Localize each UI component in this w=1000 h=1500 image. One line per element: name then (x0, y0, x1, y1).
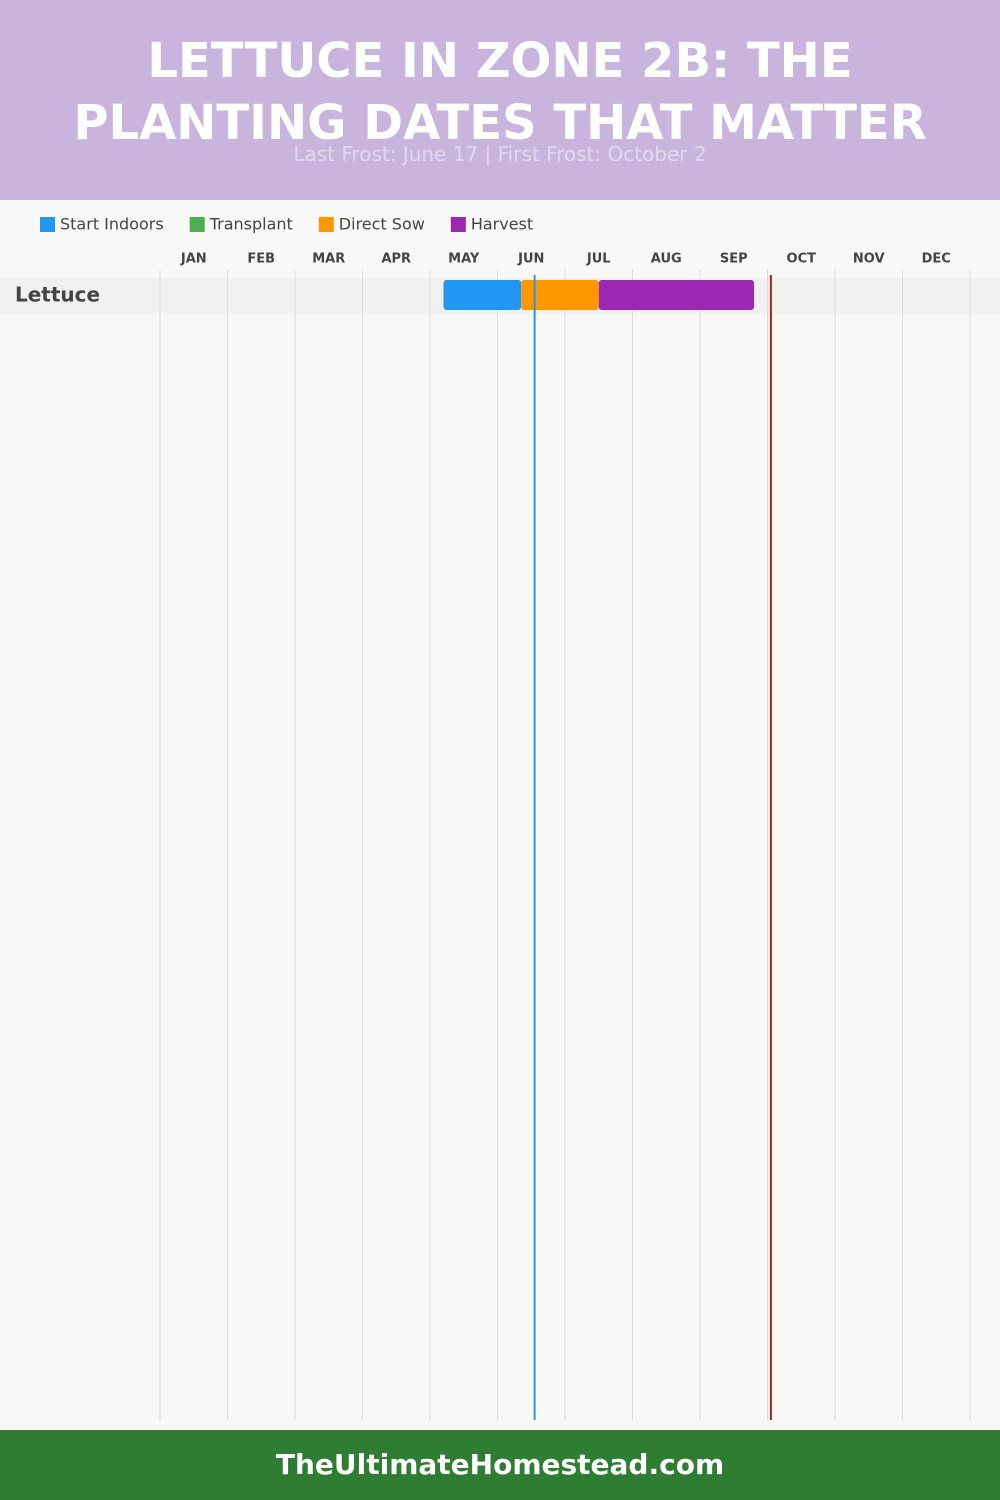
month-label: FEB (247, 252, 275, 267)
legend-label: Direct Sow (339, 215, 425, 234)
chart-title: LETTUCE IN ZONE 2B: THE PLANTING DATES T… (73, 33, 927, 151)
month-label: MAR (312, 252, 345, 267)
legend-label: Transplant (209, 215, 293, 234)
month-label: JUL (586, 252, 611, 267)
chart: JAN FEB MAR APR MAY JUN JUL AUG SEP OCT NOV DEC Star… (0, 215, 1000, 1420)
footer: TheUltimateHomestead.com (0, 1430, 1000, 1500)
month-label: JAN (180, 252, 207, 267)
month-label: AUG (651, 252, 682, 267)
chart-subtitle: Last Frost: June 17 | First Frost: Octob… (293, 142, 707, 166)
month-label: APR (381, 252, 411, 267)
task-bar (521, 280, 599, 310)
row-label: Lettuce (15, 283, 100, 307)
header: LETTUCE IN ZONE 2B: THE PLANTING DATES T… (0, 0, 1000, 200)
legend-label: Harvest (471, 215, 533, 234)
month-label: JUN (517, 252, 544, 267)
legend-swatch (40, 217, 55, 232)
month-label: NOV (853, 252, 885, 267)
legend-label: Start Indoors (60, 215, 164, 234)
month-label: MAY (448, 252, 480, 267)
legend-swatch (318, 217, 334, 232)
legend-swatch (450, 217, 466, 232)
task-bar (443, 280, 522, 310)
month-label: SEP (720, 252, 748, 267)
legend-swatch (189, 217, 205, 232)
task-bar (598, 280, 754, 310)
month-label: OCT (787, 252, 817, 267)
month-label: DEC (922, 252, 951, 267)
